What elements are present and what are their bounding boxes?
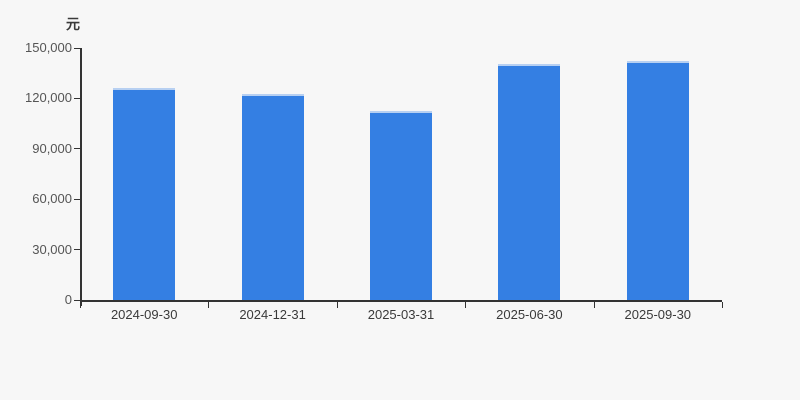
x-category-label: 2024-12-31 [239, 307, 306, 322]
y-tick-mark [74, 299, 80, 301]
y-tick-label: 0 [64, 292, 72, 307]
x-category-label: 2025-06-30 [496, 307, 563, 322]
x-tick-mark [208, 302, 210, 308]
x-tick-mark [465, 302, 467, 308]
y-axis-unit-label: 元 [66, 16, 80, 32]
bar-2025-09-30[interactable] [626, 60, 689, 300]
y-tick-mark [74, 97, 80, 99]
bar-2025-06-30[interactable] [498, 64, 561, 300]
y-tick-mark [74, 47, 80, 49]
x-tick-mark [336, 302, 338, 308]
y-tick-label: 120,000 [25, 90, 72, 106]
bar-2025-03-31[interactable] [370, 110, 432, 300]
y-tick-label: 30,000 [32, 241, 72, 257]
x-category-label: 2024-09-30 [110, 307, 178, 322]
y-tick-mark [74, 148, 80, 150]
bar-2024-09-30[interactable] [113, 87, 176, 300]
y-tick-label: 60,000 [32, 191, 72, 207]
bar-2024-12-31[interactable] [241, 93, 304, 300]
x-tick-mark [80, 302, 81, 308]
x-tick-mark [722, 302, 723, 308]
x-axis-line [80, 300, 722, 302]
x-tick-mark [593, 302, 595, 308]
y-tick-mark [74, 198, 80, 200]
x-category-label: 2025-03-31 [367, 307, 435, 322]
y-tick-label: 150,000 [25, 40, 72, 55]
y-axis-line [80, 48, 82, 306]
y-tick-mark [74, 249, 80, 251]
x-category-label: 2025-09-30 [624, 307, 692, 322]
y-tick-label: 90,000 [32, 140, 72, 156]
